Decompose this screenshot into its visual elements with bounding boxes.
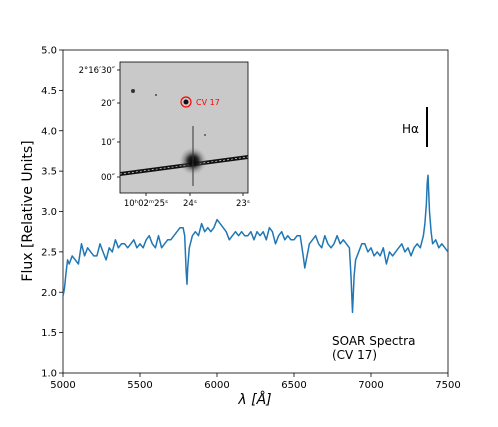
inset-faint-star [131, 89, 135, 93]
y-axis-ticks: 1.0 1.5 2.0 2.5 3.0 3.5 4.0 4.5 5.0 [41, 46, 63, 380]
spectrum-series-line [62, 174, 449, 314]
x-axis-ticks: 5000 5500 6000 6500 7000 7500 [50, 373, 461, 391]
inset-image-panel: CV 17 2°16′30″ 20″ 10″ 00″ 10ʰ02ᵐ25ˢ 24ˢ 23ˢ [79, 61, 250, 209]
x-axis-label: λ [Å] [237, 391, 271, 408]
y-tick-label: 1.0 [41, 369, 57, 380]
inset-x-tick-label: 24ˢ [183, 199, 197, 209]
y-axis-label: Flux [Relative Units] [20, 140, 36, 281]
y-tick-label: 2.0 [41, 288, 57, 299]
inset-x-tick-label: 10ʰ02ᵐ25ˢ [124, 199, 168, 209]
y-tick-label: 3.0 [41, 207, 57, 218]
inset-target-label: CV 17 [196, 98, 220, 107]
inset-faint-star [204, 134, 206, 136]
x-tick-label: 6000 [204, 380, 229, 391]
y-tick-label: 2.5 [41, 247, 57, 258]
spectrum-annotation-line1: SOAR Spectra [332, 334, 415, 348]
y-tick-label: 1.5 [41, 328, 57, 339]
y-tick-label: 3.5 [41, 167, 57, 178]
inset-y-tick-label: 10″ [101, 138, 115, 148]
inset-y-tick-label: 2°16′30″ [79, 66, 115, 76]
y-tick-label: 4.0 [41, 126, 57, 137]
inset-faint-star [155, 94, 157, 96]
halpha-label: Hα [402, 122, 419, 136]
x-tick-label: 7000 [358, 380, 383, 391]
inset-y-tick-label: 20″ [101, 99, 115, 109]
y-tick-label: 4.5 [41, 86, 57, 97]
inset-target-circle [180, 96, 192, 108]
x-tick-label: 7500 [435, 380, 460, 391]
x-tick-label: 6500 [281, 380, 306, 391]
inset-x-tick-label: 23ˢ [236, 199, 250, 209]
spectrum-annotation-line2: (CV 17) [332, 348, 377, 362]
x-tick-label: 5000 [50, 380, 75, 391]
inset-y-tick-label: 00″ [101, 173, 115, 183]
x-tick-label: 5500 [127, 380, 152, 391]
inset-target-star [183, 99, 189, 105]
inset-axis-ticks: 2°16′30″ 20″ 10″ 00″ 10ʰ02ᵐ25ˢ 24ˢ 23ˢ [79, 66, 250, 209]
y-tick-label: 5.0 [41, 46, 57, 57]
